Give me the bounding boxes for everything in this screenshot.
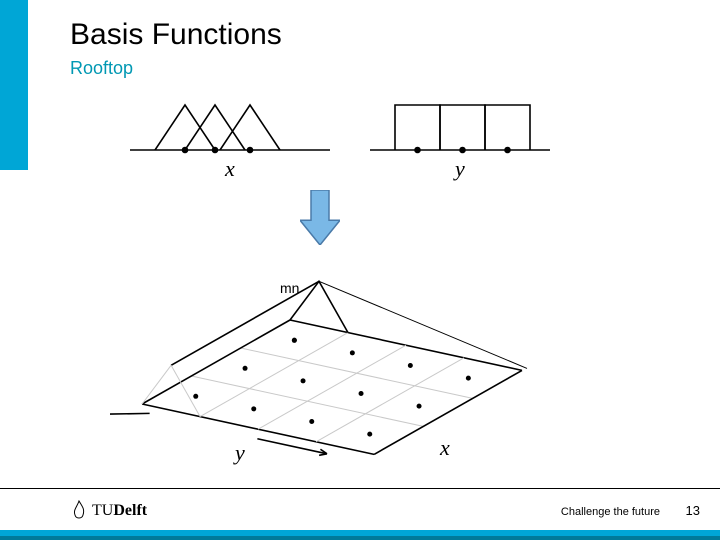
header: Basis Functions Rooftop (70, 18, 282, 79)
footer: TUDelft Challenge the future 13 (0, 488, 720, 540)
logo-text: TUDelft (92, 502, 147, 520)
flame-icon (70, 500, 88, 522)
mn-label: mn (280, 280, 299, 296)
page-subtitle: Rooftop (70, 58, 282, 79)
tagline: Challenge the future (561, 506, 660, 518)
iso-y-label: y (235, 440, 245, 466)
footer-bars (0, 530, 720, 540)
iso-x-label: x (440, 435, 450, 461)
accent-sidebar (0, 0, 28, 170)
combine-arrow-icon (300, 190, 340, 245)
triangle-basis-diagram (130, 100, 330, 160)
rooftop-3d-diagram (110, 250, 550, 460)
tudelft-logo: TUDelft (70, 500, 147, 522)
diagram-region: x y mn y x (70, 100, 650, 480)
page-number: 13 (686, 503, 700, 518)
footer-divider (0, 488, 720, 489)
x-axis-label: x (225, 156, 235, 182)
page-title: Basis Functions (70, 18, 282, 52)
y-axis-label: y (455, 156, 465, 182)
rectangle-basis-diagram (370, 100, 550, 160)
